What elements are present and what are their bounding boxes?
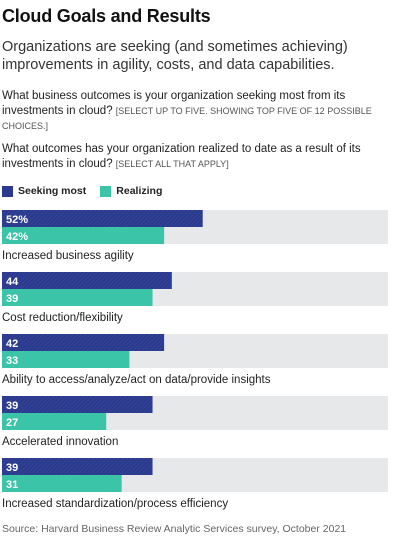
- question-seeking: What business outcomes is your organizat…: [2, 89, 394, 134]
- legend-label-realizing: Realizing: [116, 185, 163, 197]
- category-label: Increased standardization/process effici…: [2, 498, 228, 510]
- bar-label-realizing: 39: [6, 293, 18, 305]
- bar-label-seeking: 39: [6, 400, 18, 412]
- chart-title: Cloud Goals and Results: [2, 6, 211, 26]
- bar-realizing: [2, 413, 107, 430]
- chart-subtitle: Organizations are seeking (and sometimes…: [2, 39, 348, 73]
- bar-seeking: [2, 334, 165, 351]
- source-note: Source: Harvard Business Review Analytic…: [2, 523, 347, 535]
- question-realizing-text: What outcomes has your organization real…: [2, 143, 361, 170]
- bar-label-realizing: 31: [6, 479, 18, 491]
- bar-realizing: [2, 289, 153, 306]
- bar-label-seeking: 52%: [6, 214, 28, 226]
- question-seeking-text: What business outcomes is your organizat…: [2, 90, 346, 117]
- bar-label-seeking: 39: [6, 462, 18, 474]
- bar-seeking: [2, 458, 153, 475]
- category-label: Increased business agility: [2, 250, 134, 262]
- bar-seeking: [2, 396, 153, 413]
- question-seeking-note: [SELECT UP TO FIVE. SHOWING TOP FIVE OF …: [2, 106, 372, 131]
- bar-label-realizing: 33: [6, 355, 18, 367]
- chart-legend: Seeking most Realizing: [2, 185, 176, 197]
- bar-realizing: [2, 475, 122, 492]
- bar-seeking: [2, 272, 172, 289]
- bar-label-seeking: 44: [6, 276, 19, 288]
- bar-realizing: [2, 351, 130, 368]
- bar-realizing: [2, 227, 165, 244]
- bar-seeking: [2, 210, 203, 227]
- category-label: Ability to access/analyze/act on data/pr…: [2, 374, 271, 386]
- category-label: Cost reduction/flexibility: [2, 312, 123, 324]
- legend-swatch-realizing: [100, 185, 112, 197]
- bar-label-seeking: 42: [6, 338, 18, 350]
- legend-swatch-seeking: [2, 185, 13, 197]
- category-label: Accelerated innovation: [2, 436, 118, 448]
- bar-label-realizing: 27: [6, 417, 18, 429]
- legend-item-seeking: Seeking most: [2, 185, 86, 197]
- question-realizing: What outcomes has your organization real…: [2, 142, 394, 172]
- legend-label-seeking: Seeking most: [18, 185, 87, 197]
- legend-item-realizing: Realizing: [100, 185, 162, 197]
- question-realizing-note: [SELECT ALL THAT APPLY]: [115, 159, 229, 169]
- bar-label-realizing: 42%: [6, 231, 28, 243]
